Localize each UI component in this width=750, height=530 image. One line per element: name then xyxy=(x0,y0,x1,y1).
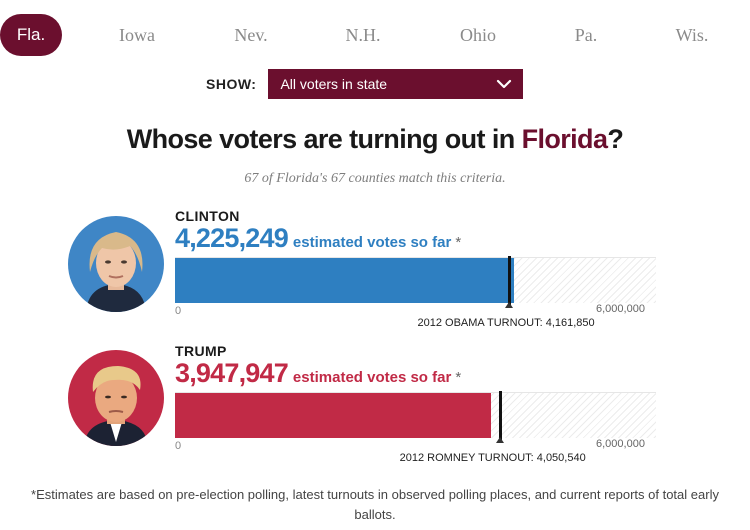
title-suffix: ? xyxy=(607,124,624,154)
tab-wis[interactable]: Wis. xyxy=(675,25,709,45)
tab-fla[interactable]: Fla. xyxy=(0,14,62,56)
clinton-axis-max: 6,000,000 xyxy=(596,303,645,315)
trump-vote-count: 3,947,947 xyxy=(175,358,289,388)
counties-match-note: 67 of Florida's 67 counties match this c… xyxy=(244,171,506,186)
trump-name: TRUMP xyxy=(175,343,227,359)
tab-nh[interactable]: N.H. xyxy=(345,25,381,45)
tab-iowa[interactable]: Iowa xyxy=(119,25,155,45)
clinton-2012-marker xyxy=(507,256,511,306)
chevron-down-icon xyxy=(495,75,513,93)
trump-votes: 3,947,947 estimated votes so far * xyxy=(175,358,461,389)
voters-select[interactable]: All voters in state xyxy=(268,69,524,99)
trump-turnout-value: 4,050,540 xyxy=(536,452,586,464)
candidate-clinton: CLINTON 4,225,249 estimated votes so far… xyxy=(0,205,750,335)
clinton-axis-min: 0 xyxy=(175,305,182,317)
clinton-turnout-arrow-icon xyxy=(504,302,513,308)
trump-bar-fill xyxy=(175,393,492,438)
clinton-name: CLINTON xyxy=(175,208,240,224)
page-title: Whose voters are turning out in Florida? xyxy=(0,124,750,155)
clinton-turnout-value: 4,161,850 xyxy=(545,317,595,329)
trump-2012-marker xyxy=(498,391,502,441)
trump-votes-label: estimated votes so far xyxy=(292,369,452,386)
show-label: SHOW: xyxy=(206,76,257,92)
clinton-votes: 4,225,249 estimated votes so far * xyxy=(175,223,461,254)
tab-nev[interactable]: Nev. xyxy=(234,25,268,45)
trump-axis-max: 6,000,000 xyxy=(596,438,645,450)
clinton-vote-count: 4,225,249 xyxy=(175,223,289,253)
clinton-turnout: 2012 OBAMA TURNOUT: 4,161,850 xyxy=(418,317,595,329)
clinton-bar-track xyxy=(175,256,656,306)
tab-pa[interactable]: Pa. xyxy=(574,25,598,45)
clinton-votes-label: estimated votes so far xyxy=(292,234,452,251)
show-filter: SHOW: All voters in state xyxy=(206,69,524,99)
clinton-bar-fill xyxy=(175,258,514,303)
voters-select-value: All voters in state xyxy=(280,76,388,92)
trump-turnout: 2012 ROMNEY TURNOUT: 4,050,540 xyxy=(400,452,586,464)
trump-axis-min: 0 xyxy=(175,440,182,452)
trump-turnout-label: 2012 ROMNEY TURNOUT: xyxy=(399,452,534,464)
clinton-avatar xyxy=(68,216,164,312)
trump-turnout-arrow-icon xyxy=(495,437,504,443)
clinton-turnout-label: 2012 OBAMA TURNOUT: xyxy=(417,317,543,329)
title-prefix: Whose voters are turning out in xyxy=(126,124,522,154)
footnote: *Estimates are based on pre-election pol… xyxy=(31,487,719,522)
clinton-votes-star: * xyxy=(455,234,462,251)
title-state: Florida xyxy=(521,124,608,154)
trump-avatar xyxy=(68,350,164,446)
trump-bar-track xyxy=(175,391,656,441)
candidate-trump: TRUMP 3,947,947 estimated votes so far *… xyxy=(0,340,750,470)
state-tabs: Fla. Iowa Nev. N.H. Ohio Pa. Wis. xyxy=(0,14,750,56)
trump-votes-star: * xyxy=(455,369,462,386)
tab-ohio[interactable]: Ohio xyxy=(460,25,496,45)
